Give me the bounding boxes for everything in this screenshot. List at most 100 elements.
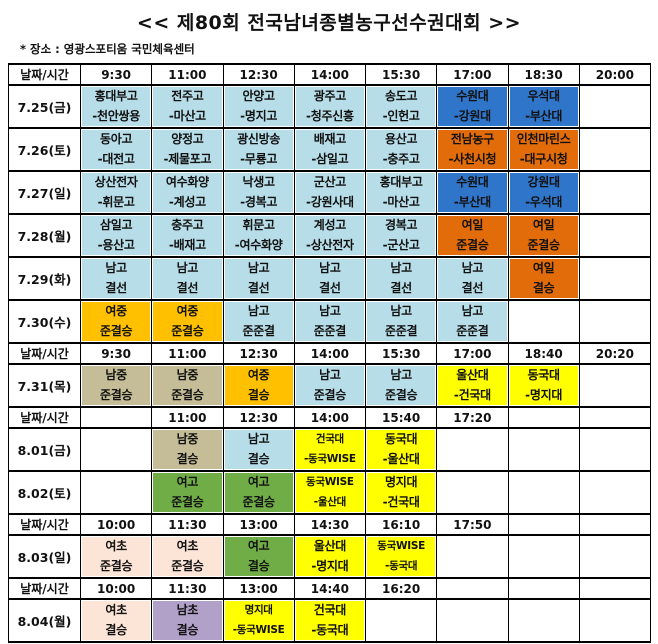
date-cell: 7.28(월)	[8, 214, 81, 257]
game-fill: 동국대 -명지대	[509, 366, 578, 405]
game-fill: 안양고 -명지고	[224, 87, 293, 126]
game-fill: 남고 준결승	[295, 366, 364, 405]
empty-cell	[507, 300, 580, 343]
round-line: -무룡고	[240, 151, 278, 166]
game-cell: 남고 준준결	[436, 300, 509, 343]
matchup-line: 남고	[319, 261, 341, 276]
round-line: -삼일고	[311, 151, 349, 166]
game-cell: 동국WISE -울산대	[293, 471, 367, 514]
matchup-line: 강원대	[527, 175, 561, 190]
time-slot	[436, 578, 509, 599]
matchup-line: 여초	[105, 539, 127, 554]
matchup-line: 전주고	[171, 89, 204, 104]
round-line: -동국WISE	[303, 452, 356, 465]
time-header-row: 날짜/시간 9:30 11:00 12:30 14:00 15:30 17:00 18:40 2…	[8, 343, 652, 364]
game-cell: 수원대 -강원대	[436, 85, 509, 128]
game-cell: 여수화양 -계성고	[151, 171, 224, 214]
date-cell: 7.25(금)	[8, 85, 81, 128]
game-fill: 남고 결선	[224, 259, 293, 298]
game-fill: 전주고 -마산고	[153, 87, 222, 126]
matchup-line: 여초	[105, 603, 127, 618]
game-fill: 여중 준결승	[82, 302, 151, 341]
game-cell: 여일 준결승	[436, 214, 509, 257]
game-fill: 남초 결승	[153, 601, 222, 640]
matchup-line: 여고	[247, 539, 270, 554]
game-cell: 충주고 -배재고	[151, 214, 224, 257]
matchup-line: 남고	[319, 368, 341, 383]
game-cell: 명지대 -건국대	[364, 471, 438, 514]
game-fill: 명지대 -동국WISE	[224, 601, 293, 640]
schedule-row: 7.27(일) 상산전자 -휘문고 여수화양 -계성고 낙생고 -경복고 군산고 -강원사대 홍대…	[8, 171, 652, 214]
game-cell: 인천마린스 -대구시청	[507, 128, 580, 171]
game-fill: 여수화양 -계성고	[153, 173, 222, 212]
game-fill: 명지대 -건국대	[367, 473, 436, 512]
game-cell: 양정고 -제물포고	[151, 128, 224, 171]
round-line: -부산대	[525, 108, 563, 123]
matchup-line: 용산고	[385, 132, 418, 147]
game-fill: 남고 결선	[82, 259, 151, 298]
game-fill: 남고 결승	[224, 430, 293, 469]
game-cell: 여초 준결승	[79, 535, 153, 578]
round-line: 준결승	[242, 494, 276, 509]
empty-cell	[507, 428, 580, 471]
game-cell: 명지대 -동국WISE	[222, 599, 295, 642]
matchup-line: 수원대	[456, 175, 489, 190]
round-line: -계성고	[168, 194, 206, 209]
matchup-line: 건국대	[313, 603, 347, 618]
game-fill: 여중 결승	[224, 366, 293, 405]
round-line: 결선	[461, 280, 484, 295]
matchup-line: 남고	[461, 261, 484, 276]
game-cell: 동아고 -대전고	[79, 128, 153, 171]
game-fill: 낙생고 -경복고	[224, 173, 293, 212]
matchup-line: 동국대	[527, 368, 561, 383]
round-line: -강원대	[453, 108, 491, 123]
matchup-line: 여초	[176, 539, 199, 554]
round-line: 준준결	[456, 323, 489, 338]
round-line: 결승	[247, 558, 270, 573]
game-fill: 건국대 -동국대	[295, 601, 364, 640]
matchup-line: 남고	[247, 432, 270, 447]
round-line: -동국대	[311, 622, 349, 637]
game-fill: 여일 준결승	[509, 216, 578, 255]
game-fill: 남고 결선	[367, 259, 436, 298]
round-line: 준결승	[527, 237, 561, 252]
empty-cell	[578, 535, 652, 578]
game-cell: 남중 결승	[151, 428, 224, 471]
game-fill: 용산고 -충주고	[367, 130, 436, 169]
game-cell: 남고 결승	[222, 428, 295, 471]
round-line: -천안쌍용	[92, 108, 140, 123]
matchup-line: 남고	[319, 304, 341, 319]
empty-cell	[578, 471, 652, 514]
empty-cell	[436, 428, 509, 471]
game-fill: 여중 준결승	[153, 302, 222, 341]
game-cell: 여초 준결승	[151, 535, 224, 578]
matchup-line: 광주고	[313, 89, 347, 104]
schedule-row: 7.25(금) 홍대부고 -천안쌍용 전주고 -마산고 안양고 -명지고 광주고 -청주신흥 송도…	[8, 85, 652, 128]
time-slot	[578, 407, 652, 428]
round-line: -울산대	[382, 451, 420, 466]
matchup-line: 남중	[176, 368, 199, 383]
game-fill: 경복고 -군산고	[367, 216, 436, 255]
schedule-row: 7.31(목) 남중 준결승 남중 준결승 여중 결승 남고 준결승 남고 준결승 울산대 -건국대 동국…	[8, 364, 652, 407]
game-cell: 남고 준준결	[364, 300, 438, 343]
time-slot: 12:30	[222, 343, 295, 364]
game-fill: 남고 준준결	[224, 302, 293, 341]
game-fill: 계성고 -상산전자	[295, 216, 364, 255]
empty-cell	[364, 599, 438, 642]
header-label: 날짜/시간	[8, 578, 81, 599]
game-fill: 광신방송 -무룡고	[224, 130, 293, 169]
empty-cell	[578, 128, 652, 171]
matchup-line: 남고	[105, 261, 127, 276]
time-slot	[578, 514, 652, 535]
matchup-line: 여일	[532, 261, 555, 276]
matchup-line: 명지대	[244, 604, 273, 617]
matchup-line: 울산대	[313, 539, 347, 554]
matchup-line: 동국대	[385, 432, 418, 447]
matchup-line: 남고	[390, 261, 412, 276]
game-fill: 동국WISE -울산대	[295, 473, 364, 512]
schedule-row: 7.29(화) 남고 결선 남고 결선 남고 결선 남고 결선 남고 결선 남고 결선 여일 결승	[8, 257, 652, 300]
game-cell: 여중 준결승	[79, 300, 153, 343]
time-slot: 20:20	[578, 343, 652, 364]
matchup-line: 홍대부고	[94, 89, 138, 104]
time-slot: 17:00	[436, 343, 509, 364]
